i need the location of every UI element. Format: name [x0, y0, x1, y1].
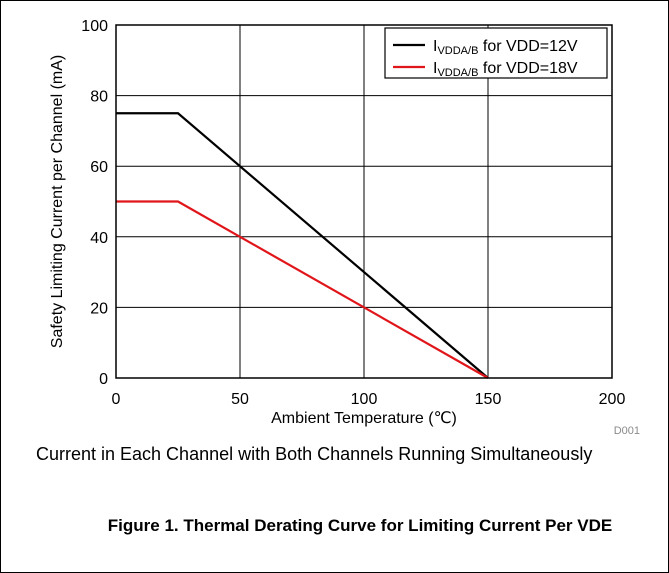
y-tick-label: 80 [90, 89, 108, 106]
y-tick-label: 40 [90, 230, 108, 247]
x-tick-label: 200 [599, 391, 626, 408]
series-lines [116, 112, 489, 379]
figure-caption: Figure 1. Thermal Derating Curve for Lim… [107, 516, 613, 535]
legend-box [384, 27, 608, 79]
x-tick-label: 150 [475, 391, 502, 408]
y-tick-label: 60 [90, 159, 108, 176]
y-tick-label: 100 [81, 18, 108, 35]
figure-id-label: D001 [614, 425, 640, 437]
y-tick-label: 0 [99, 371, 108, 388]
legend-label: IVDDA/B for VDD=12V [433, 38, 578, 57]
x-tick-labels: 0 50 100 150 200 [112, 391, 626, 408]
series-line-2 [116, 200, 489, 379]
y-axis-label: Safety Limiting Current per Channel (mA) [49, 55, 66, 348]
y-tick-label: 20 [90, 300, 108, 317]
derating-chart: 0 50 100 150 200 0 20 40 60 80 100 Ambient Temper… [49, 18, 640, 437]
series-line-1 [116, 112, 489, 379]
x-axis-label: Ambient Temperature (℃) [271, 410, 457, 427]
x-tick-label: 50 [231, 391, 249, 408]
plot-area [115, 24, 613, 379]
x-tick-label: 0 [112, 391, 121, 408]
y-tick-labels: 0 20 40 60 80 100 [81, 18, 108, 388]
chart-note: Current in Each Channel with Both Channe… [36, 444, 593, 464]
legend-label: IVDDA/B for VDD=18V [433, 60, 578, 79]
legend: IVDDA/B for VDD=12V IVDDA/B for VDD=18V [384, 27, 608, 79]
x-tick-label: 100 [351, 391, 378, 408]
